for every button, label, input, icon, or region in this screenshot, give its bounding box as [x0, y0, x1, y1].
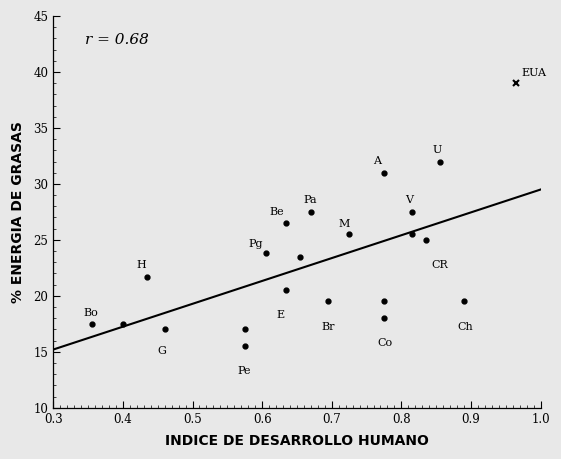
Text: EUA: EUA	[522, 67, 547, 78]
Text: Bo: Bo	[83, 308, 98, 318]
Text: H: H	[137, 260, 146, 270]
Text: M: M	[339, 218, 350, 229]
Text: A: A	[374, 156, 381, 166]
Text: Co: Co	[377, 338, 392, 348]
Text: Pg: Pg	[248, 239, 263, 249]
Text: Br: Br	[321, 322, 335, 331]
Text: Ch: Ch	[457, 322, 473, 331]
Text: Pa: Pa	[304, 195, 318, 205]
Text: G: G	[158, 346, 167, 356]
Text: V: V	[405, 195, 413, 205]
Text: CR: CR	[431, 260, 448, 270]
Text: Be: Be	[269, 207, 284, 218]
Text: E: E	[276, 310, 284, 320]
Text: Pe: Pe	[238, 366, 251, 376]
Text: r = 0.68: r = 0.68	[85, 33, 149, 47]
X-axis label: INDICE DE DESARROLLO HUMANO: INDICE DE DESARROLLO HUMANO	[165, 434, 429, 448]
Text: U: U	[433, 145, 442, 155]
Y-axis label: % ENERGIA DE GRASAS: % ENERGIA DE GRASAS	[11, 121, 25, 303]
